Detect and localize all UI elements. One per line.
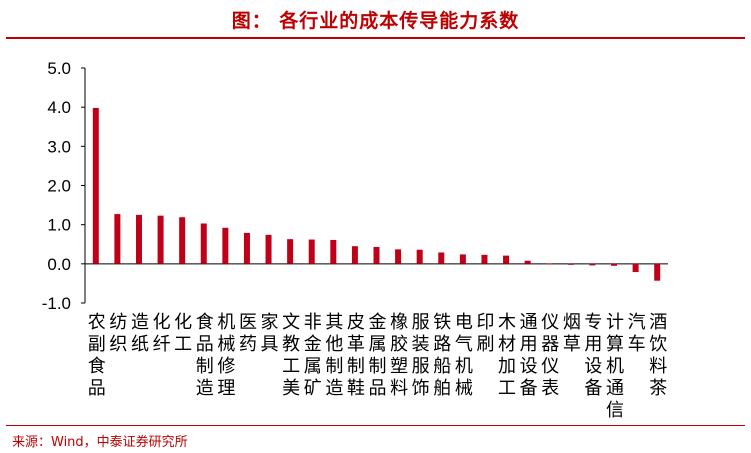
- bar-电气机械: [459, 254, 466, 264]
- y-tick-label: 5.0: [47, 59, 71, 78]
- x-category-label: 其他制造: [325, 312, 343, 399]
- x-category-label: 木材加工: [498, 312, 516, 399]
- y-tick-label: 3.0: [47, 137, 71, 156]
- y-tick-label: -1.0: [42, 294, 71, 313]
- x-category-label: 化纤: [153, 312, 171, 355]
- x-category-label: 铁路船舶: [433, 312, 451, 399]
- bar-烟草: [567, 263, 574, 265]
- bar-酒饮料茶: [654, 263, 661, 281]
- y-tick-label: 1.0: [47, 216, 71, 235]
- chart-title: 图： 各行业的成本传导能力系数: [231, 10, 520, 32]
- bar-纺织: [114, 214, 121, 264]
- x-category-label: 机械修理: [217, 312, 235, 399]
- x-category-label: 非金属矿: [304, 312, 322, 399]
- bar-专用设备: [589, 263, 596, 266]
- bar-木材加工: [503, 255, 510, 264]
- bar-化工: [179, 217, 186, 264]
- bar-皮革制鞋: [351, 246, 358, 264]
- x-category-label: 皮革制鞋: [347, 312, 365, 399]
- x-category-label: 纺织: [109, 312, 127, 355]
- x-category-label: 造纸: [131, 312, 149, 355]
- x-category-label: 食品制造: [196, 312, 214, 399]
- bar-其他制造: [330, 239, 337, 264]
- bar-橡胶塑料: [395, 249, 402, 264]
- x-category-label: 计算机通信: [606, 312, 624, 421]
- bar-通用设备: [524, 260, 531, 264]
- bar-计算机通信: [611, 263, 618, 266]
- x-category-label: 仪器仪表: [541, 312, 559, 399]
- bar-文教工美: [287, 239, 294, 264]
- y-axis: 5.0 4.0 3.0 2.0 1.0 0.0 -1.0: [42, 59, 668, 313]
- x-category-label: 金属制品: [369, 312, 387, 399]
- y-tick-label: 0.0: [47, 255, 71, 274]
- x-category-label: 烟草: [563, 312, 581, 355]
- x-category-label: 印刷: [476, 312, 494, 355]
- bar-铁路船舶: [438, 252, 445, 264]
- x-category-label: 汽车: [628, 312, 646, 355]
- title-bar: 图： 各行业的成本传导能力系数: [0, 0, 751, 39]
- bar-服装服饰: [416, 249, 423, 264]
- bar-印刷: [481, 254, 488, 264]
- x-category-label: 家具: [261, 312, 279, 355]
- x-category-label: 电气机械: [455, 312, 473, 399]
- x-category-label: 酒饮料茶: [649, 312, 667, 399]
- bar-非金属矿: [308, 239, 315, 264]
- bar-家具: [265, 234, 272, 264]
- x-category-label: 专用设备: [584, 312, 602, 399]
- bar-食品制造: [200, 223, 207, 264]
- title-divider: [6, 37, 745, 39]
- x-category-label: 文教工美: [282, 312, 300, 399]
- bar-series: [92, 107, 661, 281]
- bar-造纸: [135, 214, 142, 264]
- bar-机械修理: [222, 227, 229, 264]
- source-divider: [6, 425, 745, 426]
- bar-chart: 5.0 4.0 3.0 2.0 1.0 0.0 -1.0 农副食品纺织造纸化纤化工食品制造机…: [42, 59, 668, 421]
- bar-金属制品: [373, 246, 380, 264]
- bar-医药: [243, 232, 250, 264]
- x-category-label: 化工: [174, 312, 192, 355]
- x-category-label: 农副食品: [88, 312, 106, 399]
- bar-化纤: [157, 215, 164, 264]
- y-tick-label: 4.0: [47, 98, 71, 117]
- source-note: 来源：Wind，中泰证券研究所: [12, 435, 188, 450]
- x-category-label: 服装服饰: [412, 312, 430, 399]
- bar-农副食品: [92, 107, 99, 264]
- x-category-label: 通用设备: [520, 312, 538, 399]
- bar-仪器仪表: [546, 263, 553, 265]
- x-category-label: 医药: [239, 312, 257, 355]
- x-category-label: 橡胶塑料: [390, 312, 408, 399]
- x-axis-labels: 农副食品纺织造纸化纤化工食品制造机械修理医药家具文教工美非金属矿其他制造皮革制鞋…: [88, 312, 667, 421]
- bar-汽车: [632, 263, 639, 273]
- y-tick-label: 2.0: [47, 177, 71, 196]
